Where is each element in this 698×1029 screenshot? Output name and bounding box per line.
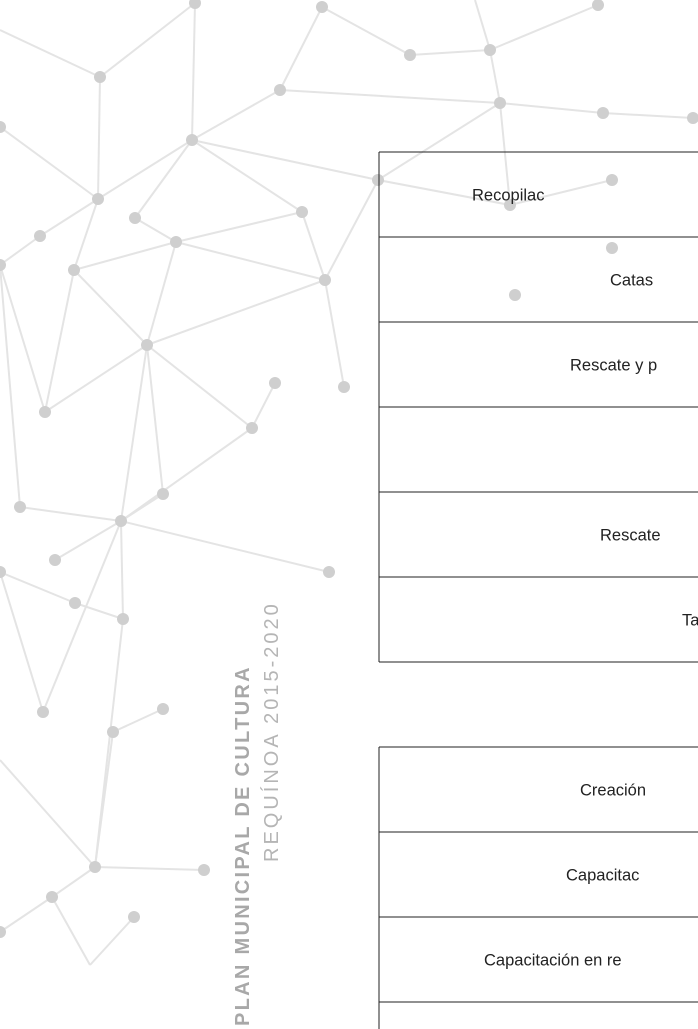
table-1-grid — [378, 151, 698, 663]
table-cell: Rescate y p — [570, 356, 657, 374]
table-cell: Capacitación en re — [484, 951, 622, 969]
table-cell: Capacitac — [566, 866, 639, 884]
table-cell: Recopilac — [472, 186, 544, 204]
sidebar-title: PLAN MUNICIPAL DE CULTURA — [232, 665, 254, 1026]
table-cell: Creación — [580, 781, 646, 799]
table-cell: Rescate — [600, 526, 661, 544]
network-decoration — [0, 0, 698, 966]
sidebar-subtitle: REQUÍNOA 2015-2020 — [260, 601, 283, 862]
table-cell: Ta — [682, 611, 698, 629]
table-2-grid — [378, 746, 698, 1029]
table-cell: Catas — [610, 271, 653, 289]
